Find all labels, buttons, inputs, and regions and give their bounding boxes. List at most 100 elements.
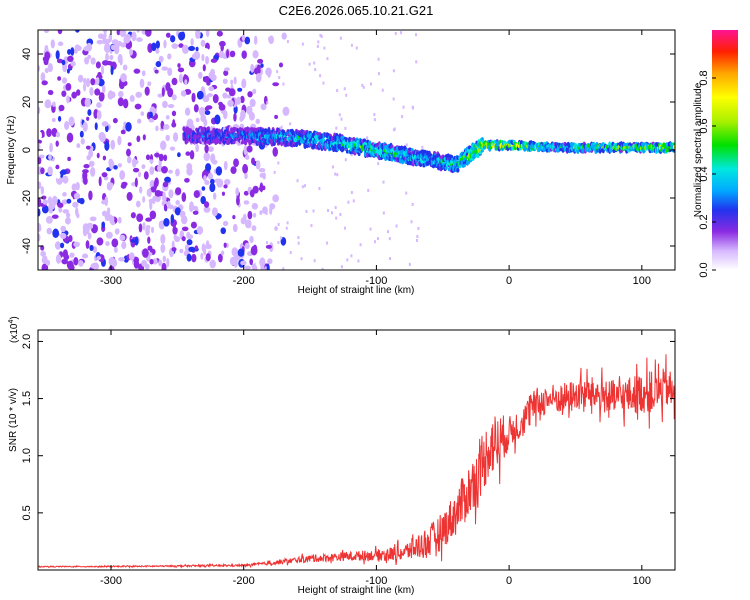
spectrogram-noise-cell: [203, 206, 211, 213]
spectrogram-noise-cell: [141, 164, 146, 170]
spectrogram-noise-cell: [129, 48, 133, 56]
spectrogram-noise-cell: [55, 131, 61, 138]
spectrogram-faint-cell: [367, 188, 370, 192]
spectrogram-noise-cell: [212, 94, 219, 104]
spectrogram-noise-cell: [207, 172, 214, 180]
spectrogram-noise-cell: [48, 154, 52, 161]
spectrogram-noise-cell: [98, 254, 105, 263]
spectrogram-noise-cell: [90, 263, 98, 269]
spectrogram-faint-cell: [408, 262, 411, 266]
spectrogram-x-tick-label: -200: [233, 275, 255, 287]
spectrogram-faint-cell: [350, 43, 353, 47]
spectrogram-noise-cell: [191, 253, 197, 263]
spectrogram-noise-cell: [82, 253, 89, 259]
spectrogram-noise-cell: [209, 259, 216, 269]
spectrogram-noise-cell: [55, 164, 60, 170]
spectrogram-faint-cell: [314, 68, 317, 72]
spectrogram-faint-cell: [376, 237, 379, 241]
spectrogram-noise-cell: [198, 106, 206, 116]
spectrogram-signal-cell: [489, 145, 493, 150]
snr-panel: -300 -200 -100 0 100 0.5 1.0 1.5 2.0 Height of …: [8, 316, 676, 596]
spectrogram-noise-cell: [230, 166, 237, 174]
snr-y-ticks: 0.5 1.0 1.5 2.0: [21, 334, 675, 521]
spectrogram-noise-cell: [76, 212, 80, 219]
spectrogram-faint-cell: [320, 34, 323, 38]
spectrogram-noise-cell: [50, 39, 55, 49]
spectrogram-noise-cell: [98, 132, 106, 141]
spectrogram-noise-cell: [85, 77, 91, 88]
spectrogram-noise-cell: [55, 254, 62, 264]
spectrogram-noise-cell: [46, 128, 52, 138]
spectrogram-noise-cell: [111, 39, 119, 45]
spectrogram-faint-cell: [357, 259, 360, 263]
spectrogram-noise-cell: [251, 225, 257, 232]
spectrogram-noise-cell: [66, 132, 74, 143]
spectrogram-noise-cell: [175, 200, 180, 205]
snr-y-scale: (x104): [8, 316, 20, 343]
spectrogram-noise-cell: [163, 124, 170, 130]
spectrogram-noise-cell: [41, 195, 47, 200]
spectrogram-noise-cell: [71, 91, 77, 99]
spectrogram-faint-cell: [350, 191, 353, 195]
spectrogram-noise-cell: [134, 177, 138, 188]
spectrogram-noise-cell: [148, 118, 155, 123]
spectrogram-signal-cell: [214, 133, 218, 139]
spectrogram-noise-cell: [220, 227, 227, 235]
spectrogram-noise-cell: [259, 172, 265, 178]
spectrogram-noise-cell: [108, 33, 113, 43]
spectrogram-noise-cell: [82, 176, 88, 185]
spectrogram-noise-cell: [130, 212, 136, 219]
spectrogram-x-tick-label: 100: [633, 275, 651, 287]
spectrogram-noise-cell: [38, 142, 41, 152]
spectrogram-faint-cell: [336, 89, 339, 93]
spectrogram-noise-cell: [282, 106, 290, 116]
spectrogram-faint-cell: [330, 211, 333, 215]
spectrogram-noise-cell: [183, 74, 188, 81]
spectrogram-noise-cell: [88, 160, 95, 167]
spectrogram-faint-cell: [322, 81, 325, 85]
spectrogram-faint-cell: [269, 38, 272, 42]
colorbar-tick-label: 0.4: [698, 166, 710, 181]
spectrogram-faint-cell: [415, 60, 418, 64]
spectrogram-noise-cell: [203, 201, 210, 208]
spectrogram-noise-cell: [113, 246, 118, 253]
spectrogram-noise-cell: [99, 92, 104, 98]
spectrogram-noise-cell: [244, 265, 251, 270]
spectrogram-noise-cell: [122, 98, 129, 109]
spectrogram-noise-cell: [126, 191, 133, 201]
spectrogram-noise-cell: [147, 245, 153, 251]
spectrogram-noise-cell: [87, 109, 92, 116]
spectrogram-noise-cell: [44, 51, 51, 61]
spectrogram-noise-cell: [161, 66, 169, 71]
spectrogram-noise-cell: [210, 58, 218, 63]
spectrogram-noise-cell: [155, 48, 160, 54]
spectrogram-noise-cell: [80, 138, 85, 145]
spectrogram-noise-cell: [133, 68, 141, 74]
spectrogram-noise-cell: [202, 48, 209, 53]
spectrogram-noise-cell: [61, 90, 67, 97]
spectrogram-noise-cell: [205, 55, 210, 65]
spectrogram-noise-cell: [108, 265, 115, 270]
spectrogram-noise-cell: [111, 238, 119, 248]
spectrogram-noise-cell: [221, 191, 225, 196]
spectrogram-noise-cell: [166, 258, 170, 268]
snr-x-tick-label: -100: [365, 575, 387, 587]
spectrogram-noise-cell: [239, 115, 244, 122]
spectrogram-faint-cell: [417, 226, 420, 230]
spectrogram-noise-cell: [144, 30, 152, 37]
spectrogram-noise-cell: [211, 207, 218, 217]
spectrogram-noise-cell: [196, 90, 204, 100]
spectrogram-noise-cell: [252, 212, 257, 218]
spectrogram-noise-cell: [170, 35, 176, 43]
spectrogram-noise-cell: [171, 122, 177, 128]
spectrogram-faint-cell: [319, 74, 322, 78]
spectrogram-noise-cell: [117, 216, 122, 224]
spectrogram-faint-cell: [331, 165, 334, 169]
spectrogram-noise-cell: [89, 216, 97, 222]
spectrogram-faint-cell: [389, 257, 392, 261]
spectrogram-signal-cell: [235, 140, 239, 145]
snr-x-label: Height of straight line (km): [298, 585, 415, 596]
spectrogram-noise-cell: [162, 255, 167, 263]
spectrogram-noise-cell: [195, 143, 199, 153]
spectrogram-noise-cell: [177, 152, 181, 158]
